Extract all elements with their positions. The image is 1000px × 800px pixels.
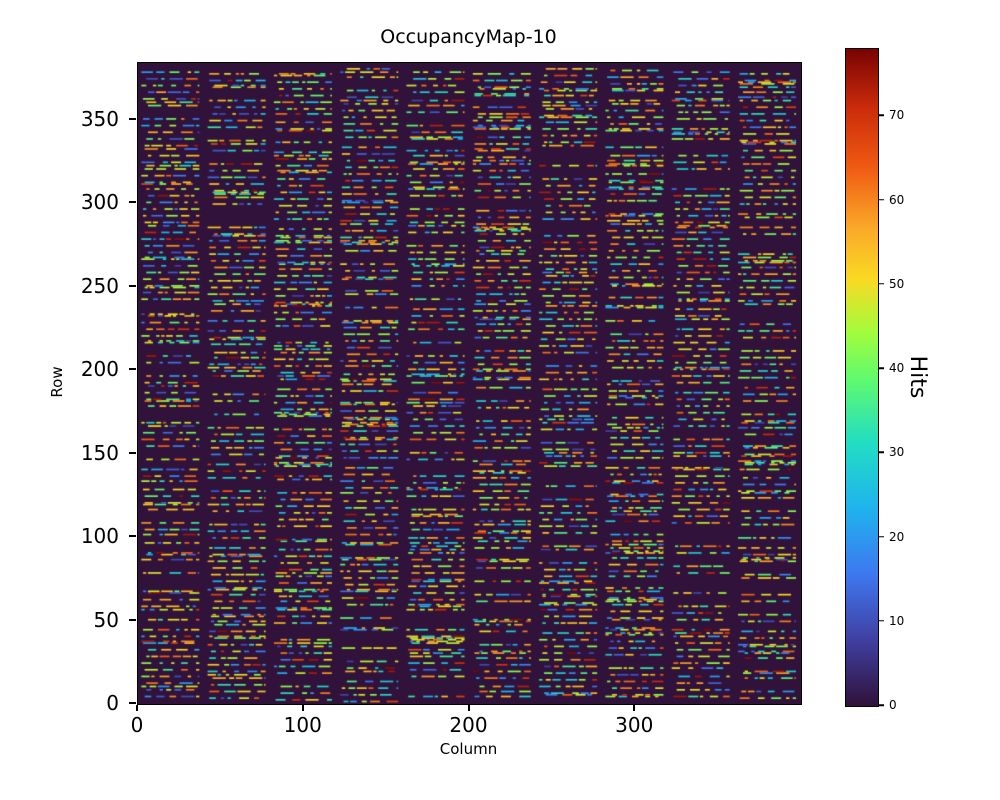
y-tick-mark — [129, 535, 136, 538]
colorbar-tick-mark — [879, 367, 884, 369]
y-tick-mark — [129, 201, 136, 204]
y-tick-label: 250 — [80, 273, 119, 298]
y-tick-mark — [129, 284, 136, 287]
colorbar-tick-mark — [879, 198, 884, 201]
x-tick-label: 100 — [283, 713, 322, 737]
colorbar-tick-mark — [879, 535, 884, 538]
y-axis-label: Row — [48, 366, 66, 398]
colorbar-tick-label: 60 — [889, 192, 905, 207]
colorbar-tick-label: 0 — [889, 698, 897, 712]
colorbar-tick-mark — [879, 620, 884, 622]
y-tick-label: 50 — [93, 607, 119, 632]
colorbar-tick-label: 20 — [889, 529, 905, 544]
y-tick-label: 0 — [106, 691, 119, 715]
colorbar-area: 0 10 20 30 40 50 60 70 — [845, 48, 904, 712]
y-tick-label: 100 — [80, 524, 119, 549]
colorbar-tick-mark — [879, 114, 884, 117]
y-tick-label: 200 — [80, 357, 119, 382]
colorbar-tick-mark — [879, 704, 884, 706]
y-tick-label: 300 — [80, 190, 119, 215]
x-tick-label: 0 — [130, 713, 144, 737]
x-tick-mark — [136, 705, 138, 711]
colorbar-tick-label: 50 — [889, 276, 905, 291]
colorbar-label: Hits — [905, 355, 930, 399]
x-tick-label: 200 — [449, 713, 488, 737]
y-tick-mark — [129, 117, 136, 120]
x-tick-label: 300 — [615, 713, 654, 737]
colorbar-tick-mark — [879, 451, 884, 454]
y-tick-mark — [129, 702, 136, 704]
plot-area: 0 100 200 300 0 50 100 150 200 250 300 350 — [81, 62, 802, 737]
y-tick-mark — [129, 368, 136, 371]
heatmap-canvas — [137, 62, 802, 705]
colorbar-tick-label: 30 — [889, 445, 905, 460]
y-tick-label: 150 — [80, 440, 119, 465]
y-tick-label: 350 — [80, 106, 119, 131]
colorbar-canvas — [845, 48, 879, 707]
y-tick-mark — [129, 618, 136, 621]
x-tick-mark — [301, 705, 304, 711]
colorbar-tick-label: 70 — [889, 108, 905, 123]
colorbar-tick-mark — [879, 283, 884, 285]
y-tick-mark — [129, 451, 136, 454]
colorbar-tick-label: 10 — [889, 613, 905, 628]
colorbar-tick-label: 40 — [889, 361, 905, 376]
x-tick-mark — [633, 705, 636, 711]
chart-title: OccupancyMap-10 — [380, 26, 557, 48]
x-tick-mark — [467, 705, 470, 711]
x-axis-label: Column — [439, 740, 498, 758]
